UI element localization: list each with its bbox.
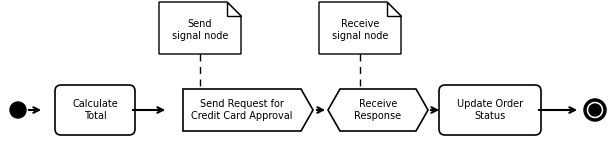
Circle shape bbox=[10, 102, 26, 118]
Text: Receive
signal node: Receive signal node bbox=[332, 19, 388, 41]
FancyBboxPatch shape bbox=[55, 85, 135, 135]
FancyBboxPatch shape bbox=[439, 85, 541, 135]
Text: Send Request for
Credit Card Approval: Send Request for Credit Card Approval bbox=[191, 99, 293, 121]
Text: Send
signal node: Send signal node bbox=[172, 19, 228, 41]
Text: Receive
Response: Receive Response bbox=[354, 99, 402, 121]
Polygon shape bbox=[183, 89, 313, 131]
Polygon shape bbox=[387, 2, 401, 16]
Polygon shape bbox=[227, 2, 241, 16]
Polygon shape bbox=[159, 2, 241, 54]
Text: Calculate
Total: Calculate Total bbox=[72, 99, 118, 121]
Circle shape bbox=[589, 104, 601, 116]
Polygon shape bbox=[319, 2, 401, 54]
Text: Update Order
Status: Update Order Status bbox=[457, 99, 523, 121]
Polygon shape bbox=[328, 89, 428, 131]
